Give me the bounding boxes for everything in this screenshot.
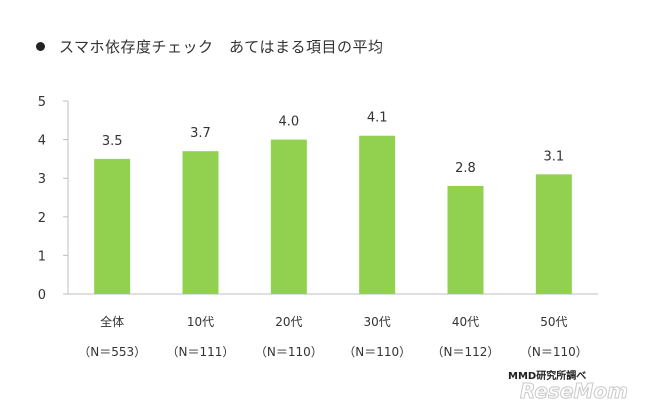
x-category-label: 全体 (100, 314, 124, 329)
x-category-label: 40代 (452, 315, 479, 329)
y-tick-label: 0 (38, 288, 46, 303)
y-tick-label: 1 (38, 249, 46, 264)
y-tick-label: 5 (38, 95, 46, 110)
data-label: 4.0 (278, 115, 299, 130)
y-tick-label: 2 (38, 211, 46, 226)
bar (94, 158, 131, 294)
x-sample-size-label: （N＝110） (255, 345, 323, 359)
data-label: 4.1 (367, 111, 388, 126)
x-category-label: 20代 (275, 315, 302, 329)
data-label: 2.8 (455, 161, 476, 176)
bar (182, 151, 219, 294)
x-sample-size-label: （N＝112） (432, 345, 500, 359)
x-category-label: 30代 (364, 315, 391, 329)
data-label: 3.5 (102, 134, 123, 149)
bar (270, 139, 307, 294)
bar (359, 135, 396, 294)
bullet-icon (36, 42, 45, 51)
bar (535, 174, 572, 294)
x-sample-size-label: （N＝110） (520, 345, 588, 359)
x-sample-size-label: （N＝111） (167, 345, 235, 359)
source-credit: MMD研究所調べ (508, 371, 587, 382)
chart-title: スマホ依存度チェック あてはまる項目の平均 (59, 38, 384, 56)
resemom-logo: ReseMom (520, 379, 629, 404)
x-category-label: 10代 (187, 315, 214, 329)
bar (447, 185, 484, 294)
x-sample-size-label: （N＝553） (78, 345, 146, 359)
x-sample-size-label: （N＝110） (343, 345, 411, 359)
chart-title-row: スマホ依存度チェック あてはまる項目の平均 (36, 36, 383, 57)
x-category-label: 50代 (540, 315, 567, 329)
y-tick-label: 3 (38, 172, 46, 187)
data-label: 3.7 (190, 126, 211, 141)
data-label: 3.1 (543, 149, 564, 164)
y-tick-label: 4 (38, 134, 46, 149)
